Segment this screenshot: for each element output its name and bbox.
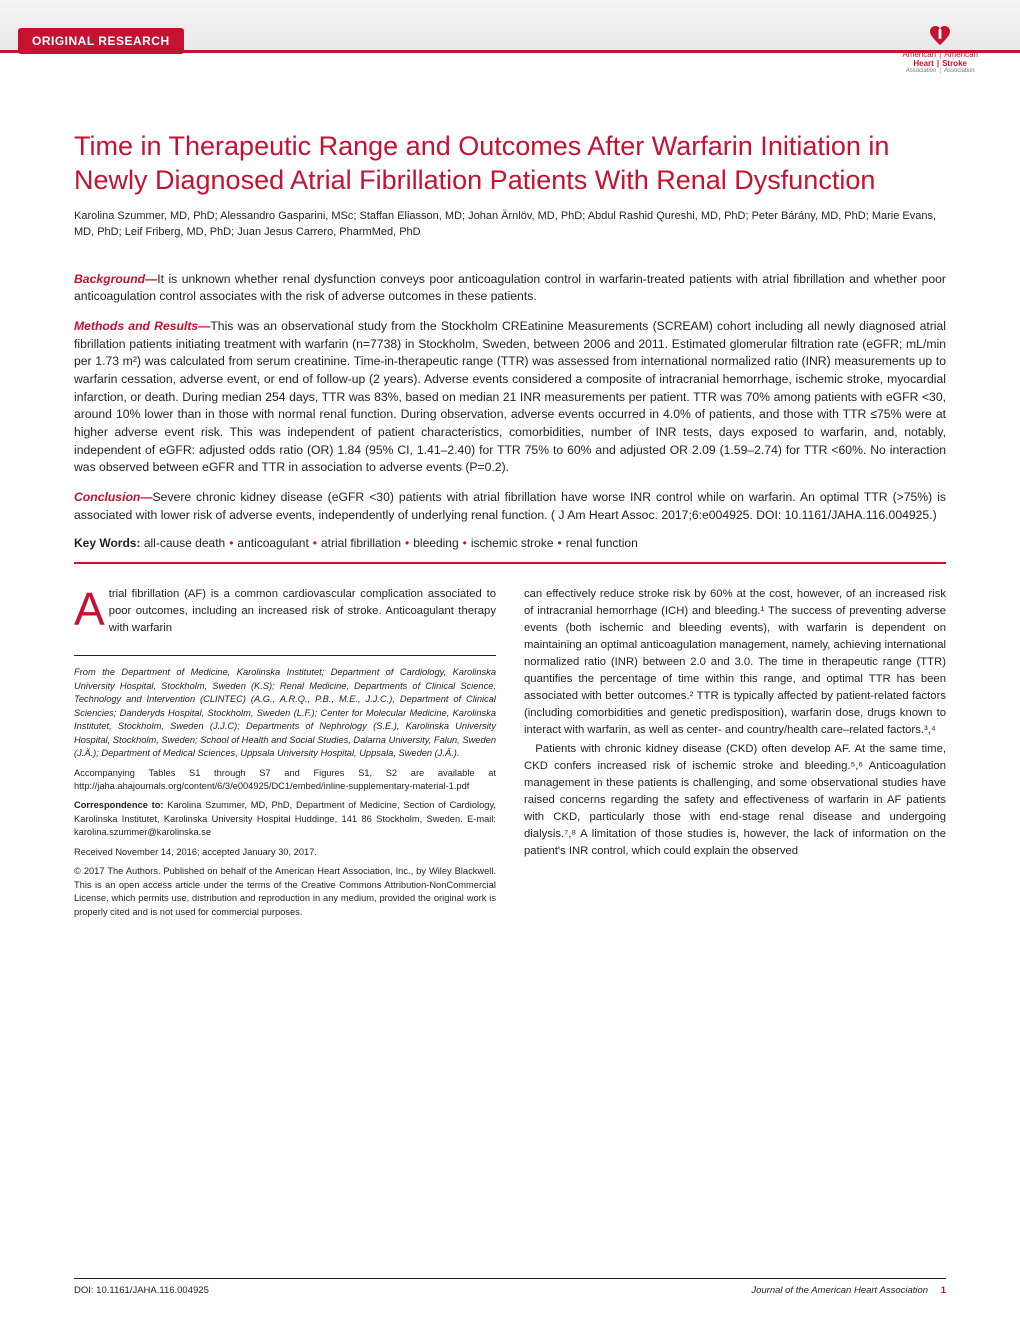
left-column: Atrial fibrillation (AF) is a common car… xyxy=(74,586,496,925)
keyword: bleeding xyxy=(413,536,458,550)
background-label: Background— xyxy=(74,272,157,286)
copyright: © 2017 The Authors. Published on behalf … xyxy=(74,865,496,919)
keyword: anticoagulant xyxy=(237,536,308,550)
affiliations: From the Department of Medicine, Karolin… xyxy=(74,666,496,760)
conclusion-label: Conclusion— xyxy=(74,490,153,504)
correspondence: Correspondence to: Karolina Szummer, MD,… xyxy=(74,799,496,839)
keyword: all-cause death xyxy=(144,536,225,550)
body-text: can effectively reduce stroke risk by 60… xyxy=(524,586,946,738)
background-text: It is unknown whether renal dysfunction … xyxy=(74,272,946,304)
received-date: Received November 14, 2016; accepted Jan… xyxy=(74,846,496,859)
keyword: ischemic stroke xyxy=(471,536,554,550)
correspondence-label: Correspondence to: xyxy=(74,800,164,810)
keywords-label: Key Words: xyxy=(74,536,140,550)
conclusion-text: Severe chronic kidney disease (eGFR <30)… xyxy=(74,490,946,522)
right-column: can effectively reduce stroke risk by 60… xyxy=(524,586,946,925)
author-list: Karolina Szummer, MD, PhD; Alessandro Ga… xyxy=(74,208,946,241)
top-bar: ORIGINAL RESEARCH xyxy=(0,0,1020,50)
article-title: Time in Therapeutic Range and Outcomes A… xyxy=(74,130,946,198)
footer-journal: Journal of the American Heart Associatio… xyxy=(751,1285,928,1296)
keyword: renal function xyxy=(566,536,638,550)
methods-text: This was an observational study from the… xyxy=(74,319,946,475)
body-text: Patients with chronic kidney disease (CK… xyxy=(524,741,946,860)
column-divider xyxy=(74,655,496,656)
dropcap: A xyxy=(74,586,109,629)
publisher-logo: American | American Heart | Stroke Assoc… xyxy=(902,26,978,75)
logo-text: Association xyxy=(944,68,975,75)
page-content: Time in Therapeutic Range and Outcomes A… xyxy=(0,50,1020,925)
body-text: trial fibrillation (AF) is a common card… xyxy=(109,588,496,634)
logo-text: Stroke xyxy=(942,60,967,69)
supplementary-note: Accompanying Tables S1 through S7 and Fi… xyxy=(74,767,496,794)
footer-doi: DOI: 10.1161/JAHA.116.004925 xyxy=(74,1285,209,1296)
page-footer: DOI: 10.1161/JAHA.116.004925 Journal of … xyxy=(74,1278,946,1296)
keyword: atrial fibrillation xyxy=(321,536,401,550)
keywords: Key Words: all-cause death•anticoagulant… xyxy=(74,536,946,550)
heart-torch-icon xyxy=(929,26,951,46)
section-rule xyxy=(74,562,946,564)
page-number: 1 xyxy=(931,1285,946,1296)
methods-label: Methods and Results— xyxy=(74,319,210,333)
logo-text: Association xyxy=(906,68,937,75)
body-columns: Atrial fibrillation (AF) is a common car… xyxy=(74,586,946,925)
section-badge: ORIGINAL RESEARCH xyxy=(18,28,184,54)
abstract: Background—It is unknown whether renal d… xyxy=(74,271,946,525)
logo-text: Heart xyxy=(913,60,933,69)
